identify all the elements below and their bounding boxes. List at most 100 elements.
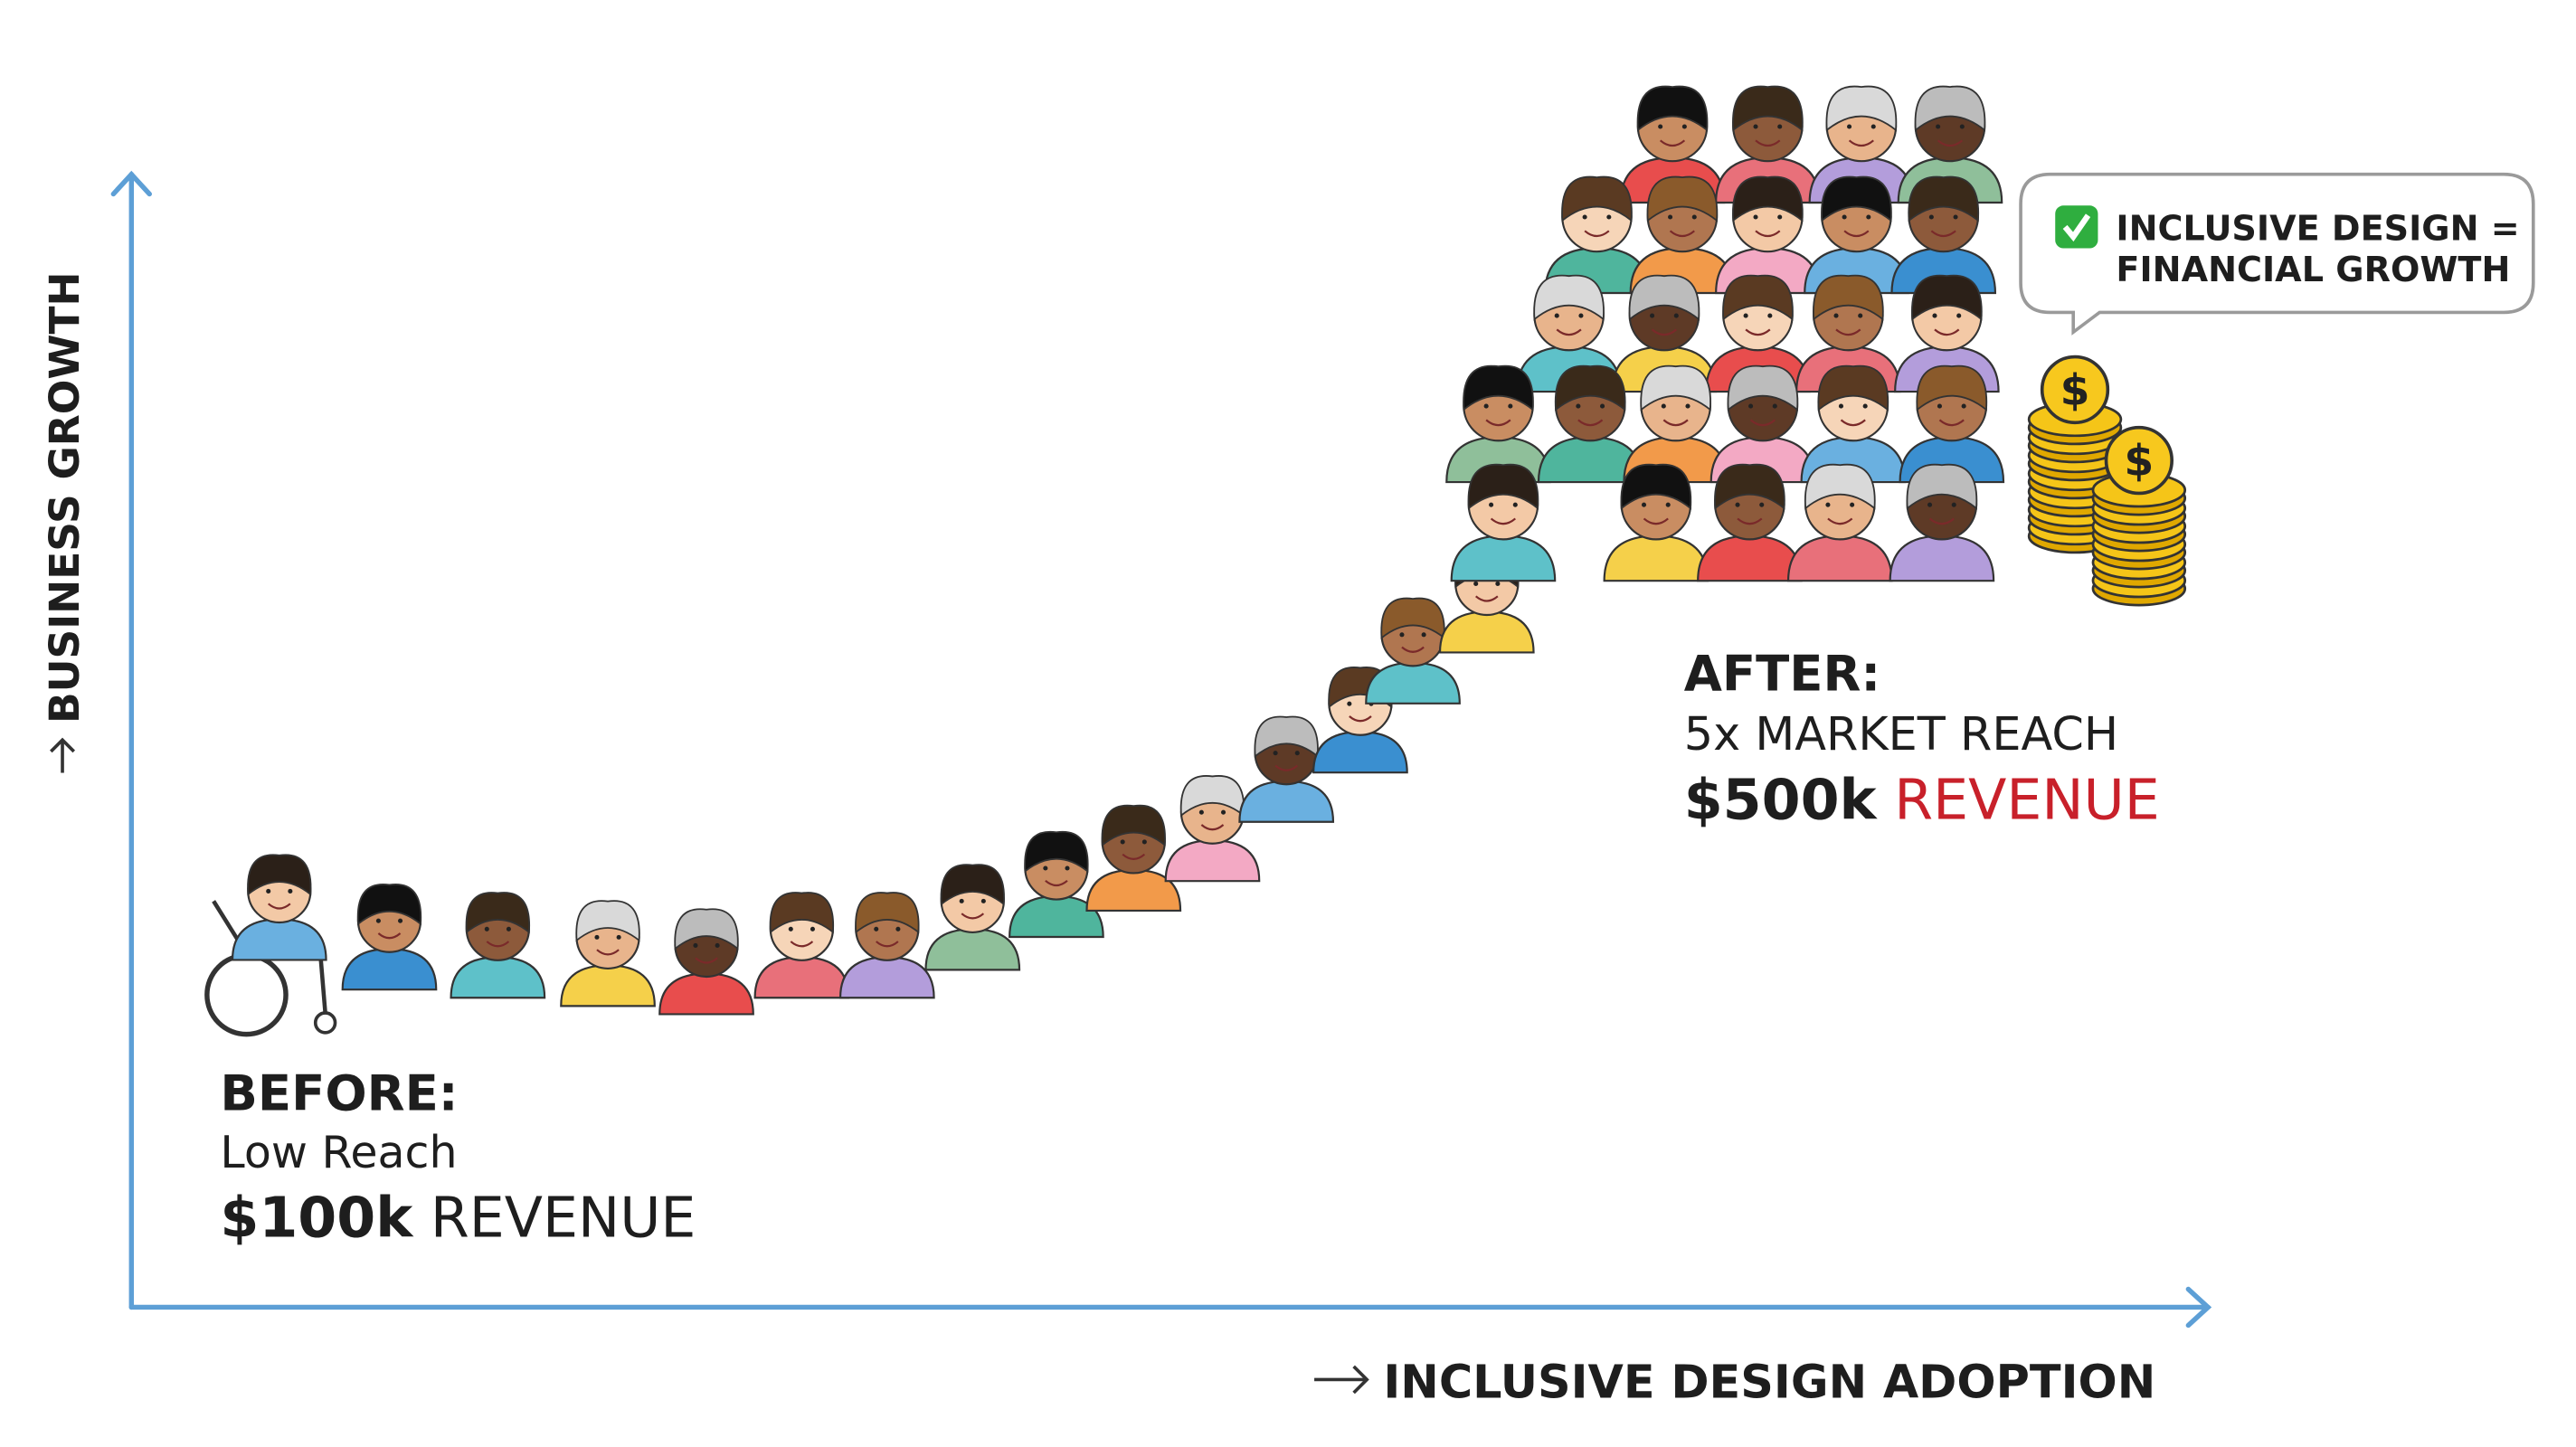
axes: [110, 170, 2212, 1329]
person-eye: [1661, 403, 1666, 409]
person-eye: [1735, 502, 1740, 507]
person-eye: [1650, 313, 1655, 318]
after-revenue-amount: $500k: [1684, 767, 1879, 832]
person: [1085, 804, 1182, 912]
person: [1897, 85, 2003, 204]
person-hair: [769, 892, 835, 934]
person-hair: [1467, 463, 1539, 510]
person-eye: [288, 888, 293, 894]
after-reach: 5x MARKET REACH: [1684, 707, 2118, 761]
before-revenue: $100k REVENUE: [220, 1185, 696, 1250]
person-eye: [1483, 403, 1489, 409]
before-reach: Low Reach: [220, 1126, 457, 1178]
person-eye: [1866, 214, 1871, 220]
person: [1537, 364, 1643, 484]
person-eye: [1753, 124, 1758, 129]
person-eye: [616, 934, 621, 940]
person-hair: [1561, 175, 1633, 222]
person-eye: [1582, 214, 1587, 220]
after-revenue-word: REVENUE: [1894, 767, 2160, 832]
person-hair: [247, 854, 312, 896]
person-smile: [1930, 230, 1956, 238]
person-smile: [1474, 595, 1499, 602]
person-eye: [1932, 313, 1937, 318]
person-hair: [1620, 463, 1692, 510]
y-axis-arrow: [110, 170, 153, 197]
person-eye: [1858, 313, 1863, 318]
person-smile: [1584, 230, 1610, 238]
person-eye: [484, 926, 489, 932]
person-eye: [1748, 403, 1754, 409]
person-smile: [596, 949, 620, 956]
person-smile: [1848, 139, 1874, 147]
person: [1009, 830, 1104, 939]
person-eye: [1691, 214, 1697, 220]
person-smile: [1937, 139, 1964, 147]
person-eye: [1850, 502, 1855, 507]
person: [341, 884, 438, 991]
person-eye: [1956, 313, 1962, 318]
before-revenue-amount: $100k: [220, 1185, 414, 1250]
person-hair: [1640, 364, 1712, 411]
person-eye: [788, 926, 793, 932]
person-hair: [1179, 775, 1245, 818]
person-hair: [1628, 274, 1700, 321]
person: [1890, 175, 1997, 295]
person-eye: [375, 918, 381, 923]
person-hair: [1910, 274, 1983, 321]
before-revenue-word: REVENUE: [431, 1185, 696, 1250]
person-eye: [1777, 214, 1783, 220]
person-smile: [876, 941, 899, 948]
person-eye: [1120, 839, 1125, 845]
person-smile: [1749, 419, 1776, 427]
person-smile: [486, 941, 510, 948]
person-smile: [1577, 419, 1604, 427]
person-eye: [1833, 313, 1839, 318]
person-smile: [1835, 328, 1861, 336]
person-eye: [1273, 751, 1278, 756]
check-box: [2055, 205, 2098, 249]
person: [1164, 775, 1261, 883]
person-smile: [1643, 517, 1669, 525]
person: [1786, 463, 1893, 582]
person-smile: [1827, 517, 1853, 525]
person: [450, 892, 546, 999]
person-eye: [1928, 214, 1934, 220]
person-hair: [1732, 175, 1804, 222]
callout-line: INCLUSIVE DESIGN =: [2116, 208, 2519, 248]
person-smile: [1401, 646, 1425, 653]
person-smile: [1651, 328, 1677, 336]
person: [231, 854, 327, 961]
person-eye: [1743, 313, 1748, 318]
person-eye: [1870, 124, 1876, 129]
person-smile: [1755, 139, 1781, 147]
person-eye: [1842, 214, 1847, 220]
after-heading: AFTER:: [1684, 645, 1880, 703]
person-eye: [1772, 403, 1777, 409]
person-hair: [1463, 364, 1534, 411]
person-smile: [1928, 517, 1955, 525]
person-smile: [1200, 824, 1225, 831]
person-eye: [1681, 124, 1687, 129]
person-eye: [1862, 403, 1868, 409]
person-eye: [1658, 124, 1663, 129]
person-eye: [1927, 502, 1933, 507]
person-eye: [1936, 124, 1941, 129]
person-eye: [959, 898, 964, 903]
person-eye: [1347, 701, 1352, 706]
person: [924, 864, 1021, 971]
person: [658, 908, 754, 1016]
person-smile: [1122, 853, 1146, 860]
person: [1603, 463, 1709, 582]
x-axis-arrow: [2185, 1286, 2212, 1329]
person-hair: [1380, 597, 1445, 640]
person-hair: [1908, 175, 1980, 222]
person-eye: [1759, 502, 1765, 507]
person: [1238, 715, 1335, 823]
person-eye: [1685, 403, 1690, 409]
person-hair: [1906, 463, 1978, 510]
person-hair: [1821, 175, 1892, 222]
person-eye: [1198, 809, 1204, 815]
person-smile: [1669, 230, 1695, 238]
